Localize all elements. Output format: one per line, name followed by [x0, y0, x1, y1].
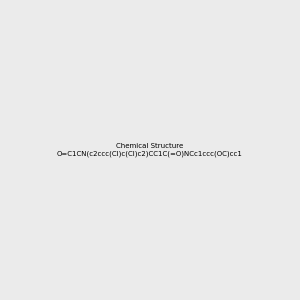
- Text: Chemical Structure
O=C1CN(c2ccc(Cl)c(Cl)c2)CC1C(=O)NCc1ccc(OC)cc1: Chemical Structure O=C1CN(c2ccc(Cl)c(Cl)…: [57, 143, 243, 157]
